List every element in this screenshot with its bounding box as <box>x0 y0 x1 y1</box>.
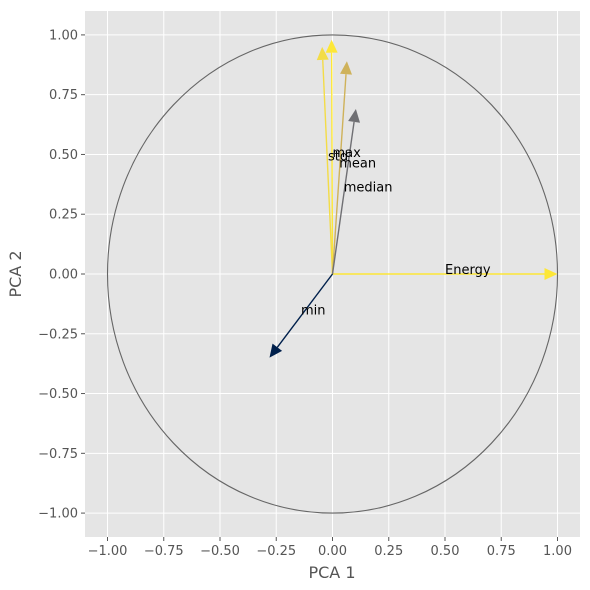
vector-arrowhead-median <box>348 109 361 123</box>
x-tick-label: −0.50 <box>200 544 240 559</box>
vector-line-median <box>331 121 355 275</box>
x-tick-label: 0.00 <box>318 544 347 559</box>
vector-arrowhead-max <box>325 39 338 53</box>
vector-arrowhead-Energy <box>544 268 558 280</box>
vector-line-min <box>276 273 334 348</box>
y-tick-label: 0.50 <box>49 148 78 163</box>
vector-line-std <box>322 59 334 275</box>
vector-line-mean <box>331 74 347 275</box>
vector-label-min: min <box>301 304 326 319</box>
x-tick-label: −0.75 <box>144 544 184 559</box>
y-tick-label: 0.25 <box>49 208 78 223</box>
vector-label-max: max <box>333 146 362 161</box>
y-tick-label: −1.00 <box>38 507 78 522</box>
x-axis-title: PCA 1 <box>308 563 355 582</box>
y-tick-label: −0.25 <box>38 327 78 342</box>
vector-arrowhead-mean <box>340 61 353 75</box>
y-tick-label: 0.75 <box>49 88 78 103</box>
x-tick-label: 0.50 <box>431 544 460 559</box>
y-axis-ticks: −1.00 −0.75 −0.50 −0.25 0.00 0.25 0.50 0.75 1.00 <box>38 28 85 522</box>
x-tick-label: −1.00 <box>88 544 128 559</box>
vector-label-std: std <box>328 149 348 164</box>
vector-label-mean: mean <box>339 157 376 172</box>
y-tick-label: 1.00 <box>49 28 78 43</box>
vector-line-max <box>330 52 334 275</box>
y-tick-label: −0.75 <box>38 447 78 462</box>
vectors <box>269 39 558 358</box>
x-tick-label: 1.00 <box>543 544 572 559</box>
x-tick-label: 0.25 <box>374 544 403 559</box>
vector-label-Energy: Energy <box>445 263 491 278</box>
x-tick-label: −0.25 <box>256 544 296 559</box>
y-tick-label: −0.50 <box>38 387 78 402</box>
vector-arrowhead-min <box>269 343 283 358</box>
x-axis-ticks: −1.00 −0.75 −0.50 −0.25 0.00 0.25 0.50 0.75 1.00 <box>88 537 572 559</box>
vector-arrowhead-std <box>316 46 329 61</box>
y-axis-title: PCA 2 <box>6 250 25 297</box>
x-tick-label: 0.75 <box>487 544 516 559</box>
vector-label-median: median <box>344 181 393 196</box>
y-tick-label: 0.00 <box>49 268 78 283</box>
